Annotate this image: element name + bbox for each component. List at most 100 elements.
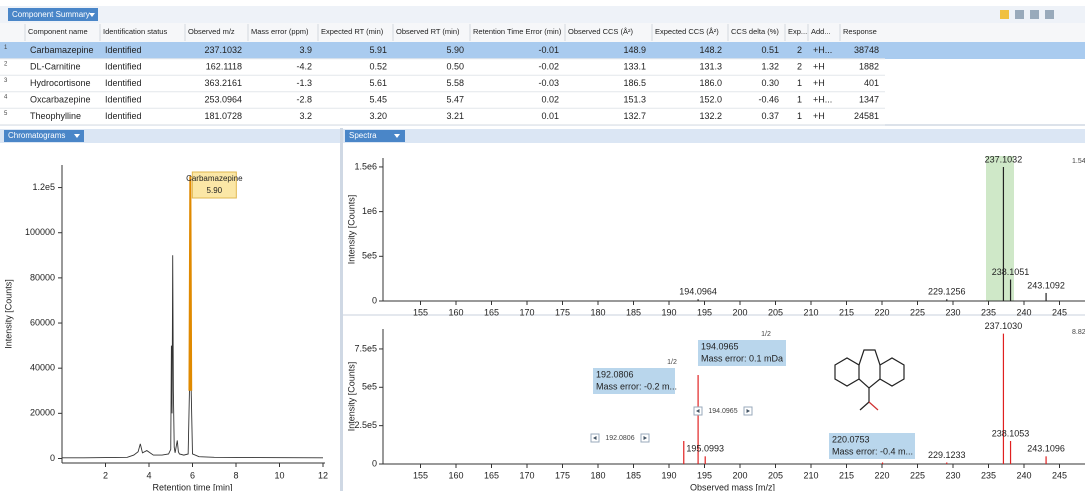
peak-label: 229.1256 <box>928 287 966 297</box>
cell: Hydrocortisone <box>30 78 91 88</box>
row-number: 3 <box>4 78 8 84</box>
y-tick-label: 20000 <box>30 408 55 418</box>
peak-annotation-rt: 5.90 <box>207 186 223 195</box>
corner-label: 1.54 <box>1072 158 1085 165</box>
cell: Identified <box>105 61 142 71</box>
cell: 0.02 <box>541 94 559 104</box>
peak-label: 194.0964 <box>679 287 717 297</box>
toolbar <box>0 6 1085 23</box>
cell: 253.0964 <box>204 94 242 104</box>
cell: 363.2161 <box>204 78 242 88</box>
column-header: Expected CCS (Å²) <box>655 27 719 36</box>
cell: -0.46 <box>758 94 779 104</box>
peak-label: 243.1092 <box>1027 280 1065 290</box>
cell: 5.61 <box>369 78 387 88</box>
annotation-box <box>698 340 786 366</box>
y-tick-label: 80000 <box>30 272 55 282</box>
peak-label: 238.1053 <box>992 428 1030 438</box>
x-tick-label: 160 <box>448 470 463 480</box>
y-tick-label: 100000 <box>25 227 55 237</box>
cell: Oxcarbazepine <box>30 94 91 104</box>
cell: 186.0 <box>699 78 722 88</box>
nav-label: 194.0965 <box>708 408 737 415</box>
cell: 1 <box>797 111 802 121</box>
x-tick-label: 2 <box>103 470 108 480</box>
panel-header <box>343 129 1085 143</box>
nav-arrow <box>746 409 750 413</box>
selected-row[interactable] <box>0 42 1085 59</box>
column-header: Observed m/z <box>188 27 235 36</box>
toolbar-icon[interactable] <box>1045 10 1054 19</box>
toolbar-icon[interactable] <box>1030 10 1039 19</box>
x-tick-label: 220 <box>874 470 889 480</box>
cell: 1.32 <box>761 61 779 71</box>
cell: 0.01 <box>541 111 559 121</box>
splitter[interactable] <box>340 128 343 491</box>
x-tick-label: 10 <box>274 470 284 480</box>
page-indicator: 1/2 <box>667 359 677 366</box>
corner-label: 8.82 <box>1072 329 1085 336</box>
cell: Identified <box>105 94 142 104</box>
toolbar-icon[interactable] <box>1000 10 1009 19</box>
x-tick-label: 205 <box>768 307 783 317</box>
cell: +H <box>813 111 825 121</box>
nav-arrow <box>593 436 597 440</box>
toolbar-icon[interactable] <box>1015 10 1024 19</box>
tab[interactable] <box>4 130 84 142</box>
cell: 148.9 <box>623 45 646 55</box>
cell: 2 <box>797 61 802 71</box>
x-tick-label: 220 <box>874 307 889 317</box>
x-tick-label: 185 <box>626 307 641 317</box>
chromatogram-title: Chromatograms <box>8 131 65 140</box>
cell: +H <box>813 78 825 88</box>
selection-band <box>986 156 1014 301</box>
y-axis-label: Intensity [Counts] <box>346 362 356 432</box>
peak-label: 243.1096 <box>1027 444 1065 454</box>
cell: 0.50 <box>446 61 464 71</box>
column-header: Observed RT (min) <box>396 27 460 36</box>
peak-label: 195.0993 <box>686 444 724 454</box>
y-tick-label: 0 <box>50 453 55 463</box>
peak-label: 237.1032 <box>985 154 1023 164</box>
annotation-text: Mass error: -0.2 m... <box>596 381 677 391</box>
x-tick-label: 195 <box>697 470 712 480</box>
y-tick-label: 1.5e6 <box>354 161 377 171</box>
dropdown-arrow[interactable] <box>74 134 80 138</box>
dropdown-arrow[interactable] <box>89 13 95 17</box>
column-header: Expected RT (min) <box>321 27 384 36</box>
column-header: Exp... <box>788 27 807 36</box>
y-axis-label: Intensity [Counts] <box>346 195 356 265</box>
x-tick-label: 190 <box>661 307 676 317</box>
highlighted-peak <box>188 176 193 391</box>
cell: Carbamazepine <box>30 45 94 55</box>
row-number: 5 <box>4 111 8 117</box>
x-tick-label: 215 <box>839 307 854 317</box>
x-tick-label: 245 <box>1052 470 1067 480</box>
tab[interactable] <box>345 130 405 142</box>
cell: 5.47 <box>446 94 464 104</box>
annotation-box <box>829 433 915 459</box>
cell: -2.8 <box>296 94 312 104</box>
dropdown-arrow[interactable] <box>394 134 400 138</box>
cell: 24581 <box>854 111 879 121</box>
tab[interactable] <box>8 8 98 21</box>
x-tick-label: 155 <box>413 307 428 317</box>
annotation-title: 194.0965 <box>701 341 739 351</box>
x-tick-label: 6 <box>190 470 195 480</box>
cell: 237.1032 <box>204 45 242 55</box>
x-tick-label: 195 <box>697 307 712 317</box>
cell: 162.1118 <box>206 61 242 71</box>
x-tick-label: 215 <box>839 470 854 480</box>
column-header: CCS delta (%) <box>731 27 779 36</box>
x-tick-label: 185 <box>626 470 641 480</box>
x-tick-label: 245 <box>1052 307 1067 317</box>
column-header: Mass error (ppm) <box>251 27 309 36</box>
nav-arrow <box>696 409 700 413</box>
x-tick-label: 165 <box>484 307 499 317</box>
cell: Identified <box>105 78 142 88</box>
molecule <box>834 349 905 411</box>
spectra-title: Spectra <box>349 131 377 140</box>
peak-label: 237.1030 <box>985 321 1023 331</box>
cell: 0.52 <box>369 61 387 71</box>
x-axis-label: Observed mass [m/z] <box>690 482 775 491</box>
